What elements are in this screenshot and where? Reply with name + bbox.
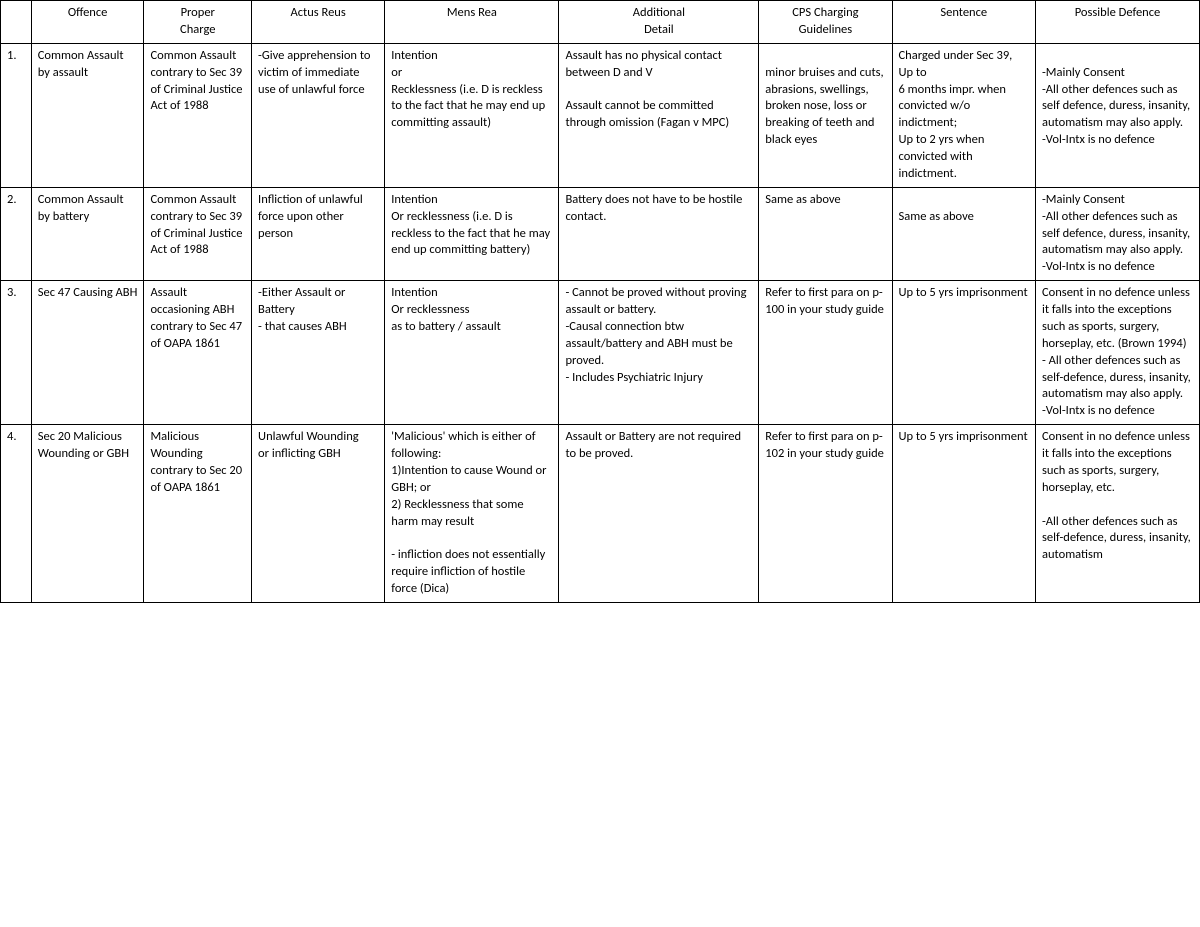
cell-sentence: Charged under Sec 39, Up to 6 months imp… bbox=[892, 43, 1035, 187]
cell-number: 4. bbox=[1, 425, 32, 603]
cell-mens: Intention Or recklessness (i.e. D is rec… bbox=[385, 187, 559, 280]
cell-number: 1. bbox=[1, 43, 32, 187]
col-header-actus: Actus Reus bbox=[252, 1, 385, 44]
col-header-proper: Proper Charge bbox=[144, 1, 252, 44]
table-row: 2. Common Assault by battery Common Assa… bbox=[1, 187, 1200, 280]
table-header-row: Offence Proper Charge Actus Reus Mens Re… bbox=[1, 1, 1200, 44]
offences-table: Offence Proper Charge Actus Reus Mens Re… bbox=[0, 0, 1200, 603]
cell-defence: -Mainly Consent -All other defences such… bbox=[1035, 187, 1199, 280]
cell-defence: Consent in no defence unless it falls in… bbox=[1035, 425, 1199, 603]
cell-actus: Unlawful Wounding or inflicting GBH bbox=[252, 425, 385, 603]
cell-actus: Infliction of unlawful force upon other … bbox=[252, 187, 385, 280]
col-header-number bbox=[1, 1, 32, 44]
cell-cps: Same as above bbox=[759, 187, 892, 280]
cell-proper: Common Assault contrary to Sec 39 of Cri… bbox=[144, 43, 252, 187]
cell-sentence: Same as above bbox=[892, 187, 1035, 280]
cell-mens: Intention or Recklessness (i.e. D is rec… bbox=[385, 43, 559, 187]
cell-cps: Refer to first para on p-100 in your stu… bbox=[759, 281, 892, 425]
cell-offence: Common Assault by assault bbox=[31, 43, 144, 187]
cell-actus: -Either Assault or Battery - that causes… bbox=[252, 281, 385, 425]
col-header-offence: Offence bbox=[31, 1, 144, 44]
cell-offence: Common Assault by battery bbox=[31, 187, 144, 280]
cell-sentence: Up to 5 yrs imprisonment bbox=[892, 281, 1035, 425]
col-header-cps: CPS Charging Guidelines bbox=[759, 1, 892, 44]
cell-sentence: Up to 5 yrs imprisonment bbox=[892, 425, 1035, 603]
table-row: 4. Sec 20 Malicious Wounding or GBH Mali… bbox=[1, 425, 1200, 603]
col-header-sentence: Sentence bbox=[892, 1, 1035, 44]
cell-additional: - Cannot be proved without proving assau… bbox=[559, 281, 759, 425]
table-body: 1. Common Assault by assault Common Assa… bbox=[1, 43, 1200, 602]
cell-cps: Refer to first para on p-102 in your stu… bbox=[759, 425, 892, 603]
cell-offence: Sec 20 Malicious Wounding or GBH bbox=[31, 425, 144, 603]
cell-additional: Assault or Battery are not required to b… bbox=[559, 425, 759, 603]
cell-mens: 'Malicious' which is either of following… bbox=[385, 425, 559, 603]
cell-proper: Malicious Wounding contrary to Sec 20 of… bbox=[144, 425, 252, 603]
cell-defence: -Mainly Consent -All other defences such… bbox=[1035, 43, 1199, 187]
col-header-mens: Mens Rea bbox=[385, 1, 559, 44]
table-row: 1. Common Assault by assault Common Assa… bbox=[1, 43, 1200, 187]
cell-mens: Intention Or recklessness as to battery … bbox=[385, 281, 559, 425]
col-header-additional: Additional Detail bbox=[559, 1, 759, 44]
cell-additional: Assault has no physical contact between … bbox=[559, 43, 759, 187]
cell-additional: Battery does not have to be hostile cont… bbox=[559, 187, 759, 280]
cell-proper: Assault occasioning ABH contrary to Sec … bbox=[144, 281, 252, 425]
table-row: 3. Sec 47 Causing ABH Assault occasionin… bbox=[1, 281, 1200, 425]
cell-offence: Sec 47 Causing ABH bbox=[31, 281, 144, 425]
cell-number: 3. bbox=[1, 281, 32, 425]
col-header-defence: Possible Defence bbox=[1035, 1, 1199, 44]
cell-number: 2. bbox=[1, 187, 32, 280]
cell-proper: Common Assault contrary to Sec 39 of Cri… bbox=[144, 187, 252, 280]
cell-defence: Consent in no defence unless it falls in… bbox=[1035, 281, 1199, 425]
cell-actus: -Give apprehension to victim of immediat… bbox=[252, 43, 385, 187]
cell-cps: minor bruises and cuts, abrasions, swell… bbox=[759, 43, 892, 187]
